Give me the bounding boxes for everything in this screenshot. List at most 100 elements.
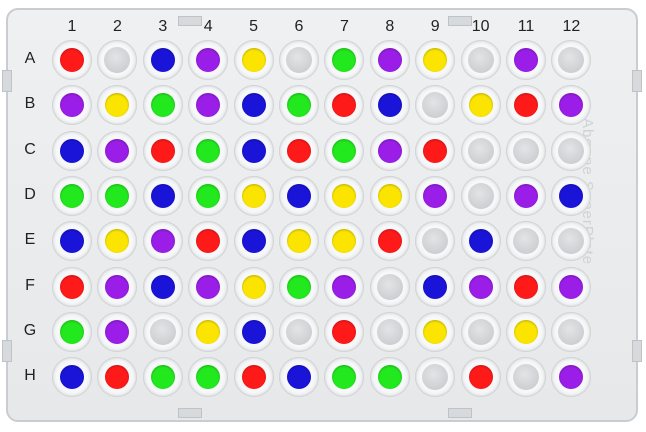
well-H9[interactable] [415, 357, 456, 398]
well-E5[interactable] [233, 221, 274, 262]
well-C12[interactable] [551, 130, 592, 171]
well-B4[interactable] [188, 85, 229, 126]
well-G10[interactable] [460, 311, 501, 352]
well-D5[interactable] [233, 175, 274, 216]
well-B2[interactable] [97, 85, 138, 126]
well-F8[interactable] [369, 266, 410, 307]
well-G2[interactable] [97, 311, 138, 352]
sample-dot [287, 138, 311, 163]
well-H7[interactable] [324, 357, 365, 398]
well-A7[interactable] [324, 40, 365, 80]
well-H6[interactable] [279, 357, 319, 398]
well-C5[interactable] [233, 130, 274, 171]
well-C4[interactable] [188, 130, 229, 171]
well-G3[interactable] [142, 311, 183, 352]
well-G8[interactable] [369, 311, 410, 352]
well-A5[interactable] [233, 40, 274, 80]
well-E3[interactable] [142, 221, 183, 262]
well-E12[interactable] [551, 221, 592, 262]
well-H5[interactable] [233, 357, 274, 398]
well-F9[interactable] [415, 266, 456, 307]
well-A12[interactable] [551, 40, 592, 80]
well-A10[interactable] [460, 40, 501, 80]
well-H4[interactable] [188, 357, 229, 398]
well-E7[interactable] [324, 221, 365, 262]
well-C9[interactable] [415, 130, 456, 171]
well-A1[interactable] [52, 40, 92, 80]
well-B6[interactable] [279, 85, 319, 126]
well-B11[interactable] [506, 85, 546, 126]
well-E1[interactable] [52, 221, 92, 262]
well-D3[interactable] [142, 175, 183, 216]
well-C11[interactable] [506, 130, 546, 171]
well-A11[interactable] [506, 40, 546, 80]
well-E11[interactable] [506, 221, 546, 262]
well-H1[interactable] [52, 357, 92, 398]
well-G1[interactable] [52, 311, 92, 352]
well-D4[interactable] [188, 175, 229, 216]
well-F6[interactable] [279, 266, 319, 307]
well-E9[interactable] [415, 221, 456, 262]
well-G6[interactable] [279, 311, 319, 352]
well-E6[interactable] [279, 221, 319, 262]
well-H12[interactable] [551, 357, 592, 398]
well-F4[interactable] [188, 266, 229, 307]
sample-dot [60, 274, 84, 299]
well-H3[interactable] [142, 357, 183, 398]
well-F10[interactable] [460, 266, 501, 307]
well-A2[interactable] [97, 40, 138, 80]
well-F11[interactable] [506, 266, 546, 307]
well-F5[interactable] [233, 266, 274, 307]
well-F12[interactable] [551, 266, 592, 307]
well-B12[interactable] [551, 85, 592, 126]
well-F2[interactable] [97, 266, 138, 307]
well-C8[interactable] [369, 130, 410, 171]
well-B10[interactable] [460, 85, 501, 126]
well-H8[interactable] [369, 357, 410, 398]
well-D10[interactable] [460, 175, 501, 216]
well-C3[interactable] [142, 130, 183, 171]
well-D11[interactable] [506, 175, 546, 216]
well-F1[interactable] [52, 266, 92, 307]
well-D1[interactable] [52, 175, 92, 216]
well-C1[interactable] [52, 130, 92, 171]
well-G4[interactable] [188, 311, 229, 352]
well-H10[interactable] [460, 357, 501, 398]
well-G12[interactable] [551, 311, 592, 352]
well-E10[interactable] [460, 221, 501, 262]
well-D9[interactable] [415, 175, 456, 216]
well-D8[interactable] [369, 175, 410, 216]
well-D6[interactable] [279, 175, 319, 216]
well-C2[interactable] [97, 130, 138, 171]
well-H11[interactable] [506, 357, 546, 398]
well-B3[interactable] [142, 85, 183, 126]
well-B7[interactable] [324, 85, 365, 126]
well-B8[interactable] [369, 85, 410, 126]
sample-dot [332, 229, 357, 254]
well-C7[interactable] [324, 130, 365, 171]
well-G11[interactable] [506, 311, 546, 352]
well-G7[interactable] [324, 311, 365, 352]
well-H2[interactable] [97, 357, 138, 398]
well-B9[interactable] [415, 85, 456, 126]
well-A3[interactable] [142, 40, 183, 80]
well-C6[interactable] [279, 130, 319, 171]
well-C10[interactable] [460, 130, 501, 171]
well-E2[interactable] [97, 221, 138, 262]
well-A8[interactable] [369, 40, 410, 80]
well-D2[interactable] [97, 175, 138, 216]
well-E8[interactable] [369, 221, 410, 262]
well-G9[interactable] [415, 311, 456, 352]
well-A6[interactable] [279, 40, 319, 80]
well-A9[interactable] [415, 40, 456, 80]
well-B5[interactable] [233, 85, 274, 126]
well-G5[interactable] [233, 311, 274, 352]
well-E4[interactable] [188, 221, 229, 262]
sample-dot [332, 183, 357, 208]
well-F7[interactable] [324, 266, 365, 307]
well-A4[interactable] [188, 40, 229, 80]
well-B1[interactable] [52, 85, 92, 126]
well-D12[interactable] [551, 175, 592, 216]
well-D7[interactable] [324, 175, 365, 216]
well-F3[interactable] [142, 266, 183, 307]
